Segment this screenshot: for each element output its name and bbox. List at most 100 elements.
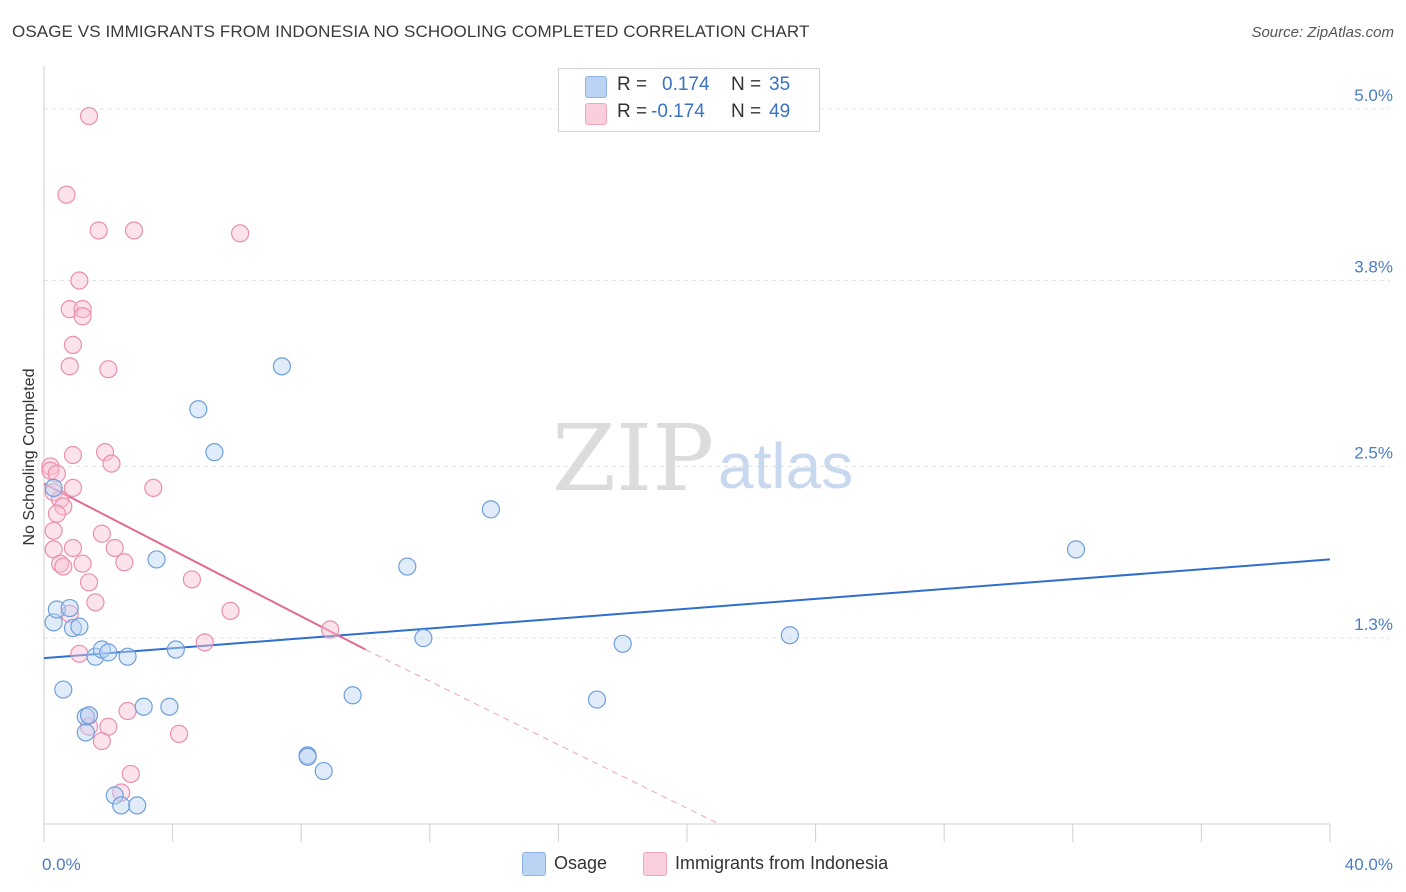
point-osage (205, 443, 224, 462)
point-indonesia (57, 185, 76, 204)
x-tick-label: 40.0% (1345, 855, 1393, 874)
point-osage (147, 550, 166, 569)
bottom-legend-label-osage: Osage (554, 853, 608, 873)
point-indonesia (92, 731, 111, 751)
point-indonesia (79, 573, 99, 592)
point-indonesia (221, 601, 240, 621)
point-indonesia (60, 357, 79, 376)
trend-line-indonesia-extension (365, 649, 720, 825)
point-indonesia (79, 106, 99, 126)
bottom-legend-swatch-osage (522, 852, 546, 876)
point-indonesia (47, 504, 66, 523)
point-osage (63, 618, 83, 638)
point-indonesia (44, 483, 63, 502)
point-indonesia (73, 554, 92, 573)
watermark-zip: ZIP (552, 405, 714, 512)
point-indonesia (73, 307, 92, 326)
point-indonesia (124, 221, 144, 240)
point-osage (128, 796, 147, 815)
y-tick-label: 5.0% (1354, 86, 1393, 105)
point-indonesia (54, 497, 73, 516)
point-indonesia (54, 557, 73, 576)
source-label: Source: ZipAtlas.com (1251, 24, 1394, 41)
point-osage (166, 640, 185, 659)
point-indonesia (182, 570, 201, 589)
y-tick-label: 2.5% (1354, 443, 1393, 462)
point-indonesia (73, 300, 92, 319)
point-indonesia (321, 620, 340, 639)
point-indonesia (47, 464, 66, 483)
point-indonesia (95, 443, 115, 462)
point-indonesia (121, 764, 140, 784)
trend-line-indonesia (43, 482, 366, 651)
point-indonesia (169, 724, 189, 743)
legend-n-value: 35 (769, 74, 791, 95)
legend-r-value: 0.174 (662, 74, 710, 95)
point-osage (780, 626, 799, 645)
point-indonesia (105, 538, 124, 558)
point-indonesia (118, 701, 137, 721)
point-indonesia (195, 633, 214, 652)
point-osage (189, 400, 208, 419)
x-tick-label: 0.0% (42, 855, 81, 874)
point-osage (44, 478, 63, 498)
point-osage (160, 697, 179, 716)
legend-r-value: -0.174 (651, 101, 705, 122)
y-axis-label: No Schooling Completed (21, 369, 38, 546)
point-indonesia (63, 478, 83, 498)
point-indonesia (99, 360, 118, 379)
legend-n-value: 49 (769, 101, 791, 122)
point-osage (1066, 540, 1086, 559)
point-osage (414, 628, 433, 648)
point-indonesia (44, 521, 63, 540)
point-indonesia (89, 221, 108, 240)
point-osage (272, 357, 292, 376)
point-osage (134, 697, 153, 716)
tick-labels: 1.3% 2.5% 3.8% 5.0% 0.0% 40.0% (42, 86, 1393, 874)
chart-title: OSAGE VS IMMIGRANTS FROM INDONESIA NO SC… (12, 22, 810, 41)
trend-lines (43, 482, 1331, 825)
point-osage (76, 723, 95, 742)
point-osage (343, 686, 362, 705)
legend-n-label: N = (731, 101, 762, 122)
point-indonesia (231, 224, 250, 243)
point-osage (298, 747, 317, 766)
point-indonesia (144, 478, 163, 498)
point-osage (587, 690, 607, 709)
point-osage (70, 617, 89, 636)
point-indonesia (63, 538, 83, 558)
point-osage (112, 796, 131, 815)
point-indonesia (115, 553, 134, 572)
point-indonesia (92, 524, 111, 543)
point-osage (481, 500, 500, 519)
point-osage (398, 557, 417, 576)
point-osage (118, 647, 137, 666)
bottom-legend-swatch-indonesia (643, 852, 667, 876)
point-osage (314, 761, 333, 781)
point-osage (99, 643, 118, 662)
point-osage (60, 598, 79, 618)
axes (43, 66, 1331, 842)
y-tick-label: 3.8% (1354, 258, 1393, 277)
trend-line-osage (43, 558, 1331, 660)
y-tick-label: 1.3% (1354, 615, 1393, 634)
point-indonesia (41, 457, 60, 476)
point-indonesia (63, 335, 83, 354)
legend-swatch-osage (585, 76, 607, 98)
point-osage (613, 634, 632, 653)
legend-r-label: R = (617, 101, 648, 122)
point-indonesia (63, 445, 83, 465)
bottom-legend-label-indonesia: Immigrants from Indonesia (675, 853, 889, 873)
point-osage (54, 680, 73, 699)
point-indonesia (70, 271, 89, 290)
legend-r-label: R = (617, 74, 648, 95)
watermark-atlas: atlas (718, 430, 853, 502)
point-osage (79, 706, 99, 725)
point-osage (105, 786, 124, 805)
correlation-legend: R = 0.174 N = 35 R = -0.174 N = 49 (558, 68, 820, 132)
grid-lines (44, 108, 1390, 639)
point-indonesia (102, 454, 121, 473)
legend-swatch-indonesia (585, 103, 607, 125)
legend-n-label: N = (731, 74, 762, 95)
